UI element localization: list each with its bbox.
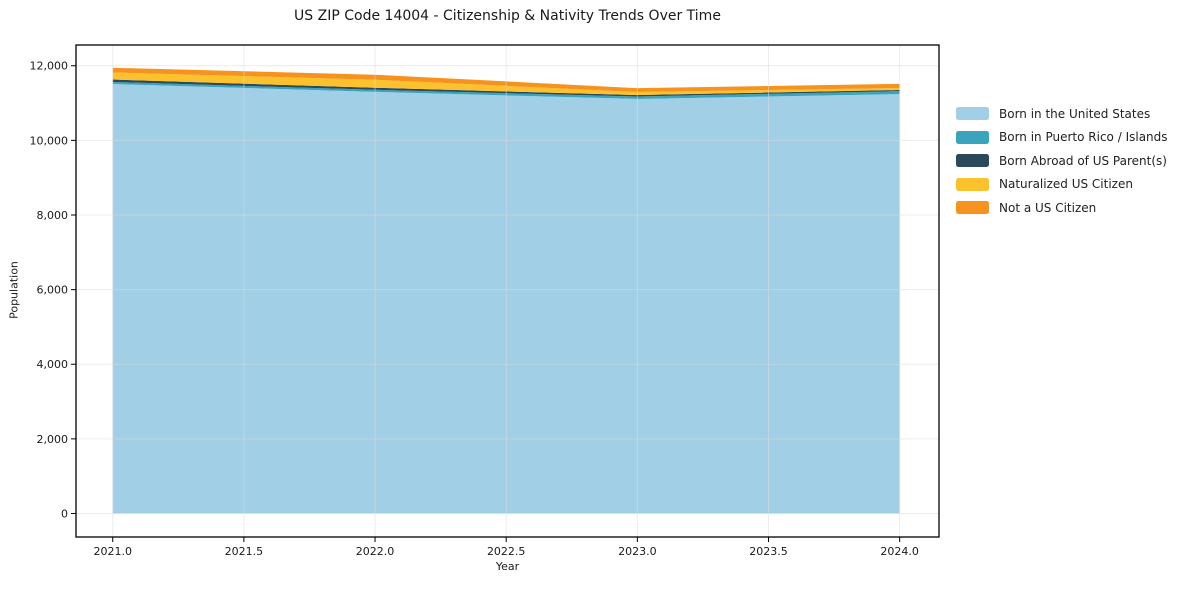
legend-label: Born in the United States: [999, 106, 1151, 121]
legend-item-0: Born in the United States: [956, 102, 1168, 126]
y-tick-label: 6,000: [37, 284, 69, 297]
legend-swatch: [956, 201, 989, 215]
legend-swatch: [956, 107, 989, 121]
chart-title: US ZIP Code 14004 - Citizenship & Nativi…: [294, 8, 721, 24]
legend-item-4: Not a US Citizen: [956, 196, 1168, 220]
y-tick-label: 2,000: [37, 433, 69, 446]
y-tick-label: 0: [61, 507, 68, 520]
plot-border: [75, 44, 940, 538]
area-series-not-a-us-citizen: [112, 67, 900, 93]
x-tick-label: 2022.0: [356, 545, 395, 558]
legend-swatch: [956, 130, 989, 144]
x-tick-label: 2023.0: [618, 545, 657, 558]
y-tick-label: 10,000: [30, 134, 69, 147]
legend-swatch: [956, 154, 989, 168]
legend-item-2: Born Abroad of US Parent(s): [956, 149, 1168, 173]
legend-item-3: Naturalized US Citizen: [956, 173, 1168, 197]
x-tick-label: 2021.0: [93, 545, 132, 558]
y-tick-label: 12,000: [30, 60, 69, 73]
x-tick-label: 2022.5: [487, 545, 526, 558]
x-tick-label: 2024.0: [880, 545, 919, 558]
x-tick-label: 2021.5: [225, 545, 264, 558]
legend-label: Not a US Citizen: [999, 200, 1097, 215]
legend-label: Naturalized US Citizen: [999, 177, 1133, 192]
legend-item-1: Born in Puerto Rico / Islands: [956, 126, 1168, 150]
x-tick-label: 2023.5: [749, 545, 788, 558]
x-axis-label: Year: [495, 560, 520, 573]
y-tick-label: 8,000: [37, 209, 69, 222]
legend: Born in the United States Born in Puerto …: [956, 102, 1168, 220]
area-series-naturalized-us-citizen: [112, 72, 900, 96]
y-tick-label: 4,000: [37, 358, 69, 371]
legend-swatch: [956, 177, 989, 191]
y-axis-label: Population: [7, 261, 21, 319]
legend-label: Born Abroad of US Parent(s): [999, 153, 1167, 168]
legend-label: Born in Puerto Rico / Islands: [999, 130, 1168, 145]
